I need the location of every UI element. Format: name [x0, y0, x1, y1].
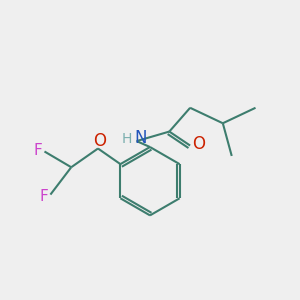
Text: H: H [122, 132, 132, 146]
Text: N: N [135, 129, 147, 147]
Text: O: O [93, 132, 106, 150]
Text: O: O [193, 135, 206, 153]
Text: F: F [40, 189, 48, 204]
Text: F: F [34, 143, 42, 158]
